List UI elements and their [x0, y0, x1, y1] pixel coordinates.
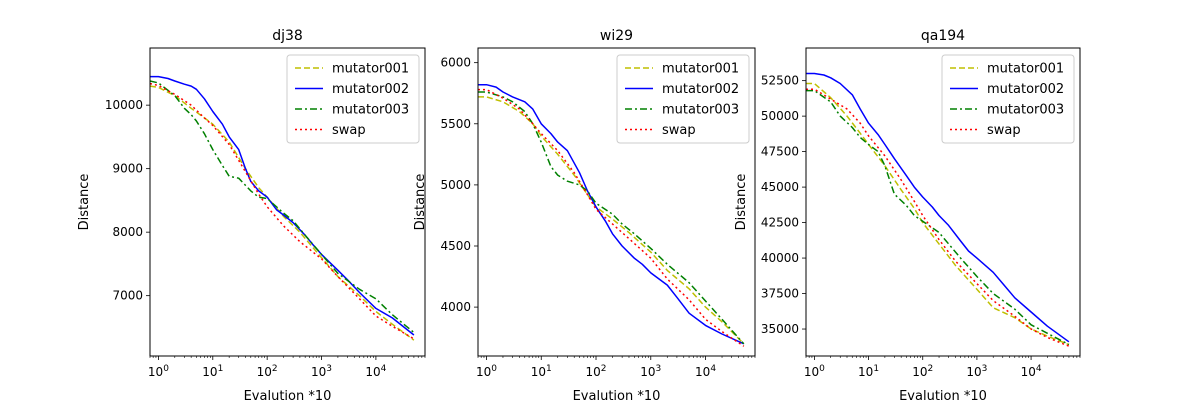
series-line-mutator003: [478, 91, 745, 345]
series-line-mutator001: [806, 82, 1070, 346]
y-axis-label: Distance: [734, 174, 749, 231]
y-tick-label: 5000: [440, 178, 471, 192]
legend-label-swap: swap: [662, 123, 696, 138]
y-tick-label: 9000: [112, 162, 143, 176]
legend-box: [616, 54, 750, 144]
x-tick-label: 104: [695, 364, 716, 379]
x-tick-label: 102: [912, 364, 933, 379]
y-tick-label: 10000: [105, 98, 143, 112]
series-line-mutator002: [806, 72, 1070, 343]
x-tick-label: 102: [586, 364, 607, 379]
legend: mutator001 mutator002 mutator003 swap: [941, 54, 1075, 144]
y-tick-label: 5500: [440, 117, 471, 131]
series-line-mutator003: [806, 89, 1070, 346]
legend-label-mutator003: mutator003: [662, 103, 739, 118]
x-tick-label: 104: [1021, 364, 1042, 379]
legend-box: [941, 54, 1075, 144]
legend-label-mutator001: mutator001: [987, 62, 1064, 77]
chart-panel-1: wi29 100 101 102 103 104 4000 4500 5000 5500 6000 E…: [413, 28, 756, 400]
legend-label-mutator002: mutator002: [332, 82, 409, 97]
chart-panel-2: qa194 100 101 102 103 104 35000 37500 40000 42500…: [734, 28, 1081, 400]
y-tick-label: 4500: [440, 239, 471, 253]
x-axis-label: Evalution *10: [899, 389, 987, 400]
y-tick-label: 42500: [761, 216, 799, 230]
y-axis-label: Distance: [413, 174, 428, 231]
x-tick-label: 103: [311, 364, 332, 379]
chart-panel-0: dj38 100 101 102 103 104 7000 8000 9000 10000 Eval…: [77, 28, 426, 400]
x-tick-label: 101: [202, 364, 223, 379]
y-tick-label: 50000: [761, 109, 799, 123]
legend-label-mutator001: mutator001: [662, 62, 739, 77]
y-tick-label: 8000: [112, 225, 143, 239]
series-group: [806, 72, 1070, 347]
legend-box: [286, 54, 420, 144]
y-tick-label: 37500: [761, 287, 799, 301]
series-line-mutator001: [478, 96, 745, 345]
y-tick-label: 7000: [112, 289, 143, 303]
y-tick-label: 6000: [440, 56, 471, 70]
y-tick-label: 45000: [761, 180, 799, 194]
x-tick-label: 102: [257, 364, 278, 379]
x-tick-label: 103: [640, 364, 661, 379]
legend: mutator001 mutator002 mutator003 swap: [286, 54, 420, 144]
series-line-mutator002: [478, 83, 745, 345]
chart-title: qa194: [921, 28, 965, 44]
legend-label-swap: swap: [987, 123, 1021, 138]
x-tick-label: 100: [476, 364, 497, 379]
x-tick-label: 100: [804, 364, 825, 379]
x-axis-label: Evalution *10: [573, 389, 661, 400]
legend-label-mutator003: mutator003: [987, 103, 1064, 118]
legend-label-mutator001: mutator001: [332, 62, 409, 77]
legend: mutator001 mutator002 mutator003 swap: [616, 54, 750, 144]
x-tick-label: 100: [148, 364, 169, 379]
x-axis-label: Evalution *10: [244, 389, 332, 400]
plot-frame: [805, 47, 1081, 357]
series-group: [150, 75, 415, 341]
y-tick-label: 35000: [761, 322, 799, 336]
y-axis-label: Distance: [77, 174, 92, 231]
x-tick-label: 101: [858, 364, 879, 379]
plot-frame: [149, 47, 426, 357]
x-tick-label: 104: [365, 364, 386, 379]
series-group: [478, 83, 745, 347]
y-tick-label: 4000: [440, 300, 471, 314]
chart-title: dj38: [272, 28, 303, 44]
y-tick-label: 40000: [761, 251, 799, 265]
chart-title: wi29: [600, 28, 633, 44]
y-tick-label: 52500: [761, 74, 799, 88]
plot-frame: [477, 47, 756, 357]
series-line-swap: [478, 88, 745, 347]
legend-label-mutator002: mutator002: [987, 82, 1064, 97]
x-tick-label: 103: [966, 364, 987, 379]
x-tick-label: 101: [531, 364, 552, 379]
y-tick-label: 47500: [761, 145, 799, 159]
series-line-mutator003: [150, 80, 415, 334]
legend-label-mutator003: mutator003: [332, 103, 409, 118]
legend-label-mutator002: mutator002: [662, 82, 739, 97]
legend-label-swap: swap: [332, 123, 366, 138]
